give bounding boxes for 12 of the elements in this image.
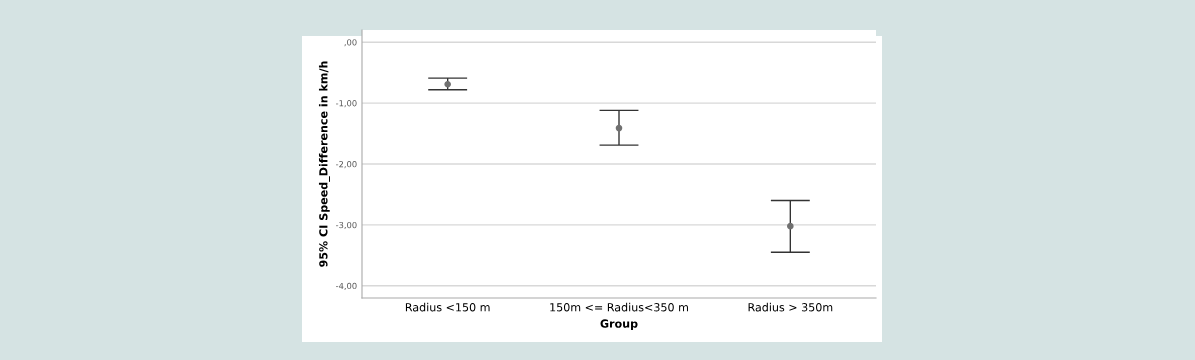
y-tick-label: -1,00	[335, 100, 357, 108]
y-axis-title: 95% CI Speed_Difference in km/h	[318, 61, 331, 267]
point	[615, 124, 623, 132]
x-tick-label: 150m <= Radius<350 m	[550, 302, 688, 312]
x-tick-label: Radius <150 m	[405, 302, 490, 312]
point	[787, 222, 794, 230]
x-axis-title: Group	[600, 319, 638, 330]
y-tick-label: ,00	[344, 39, 357, 47]
y-tick-label: -2,00	[335, 160, 357, 169]
y-tick-label: -3,00	[335, 221, 357, 230]
x-tick-label: Radius > 350m	[748, 302, 833, 312]
y-tick-label: -4,00	[335, 282, 357, 290]
